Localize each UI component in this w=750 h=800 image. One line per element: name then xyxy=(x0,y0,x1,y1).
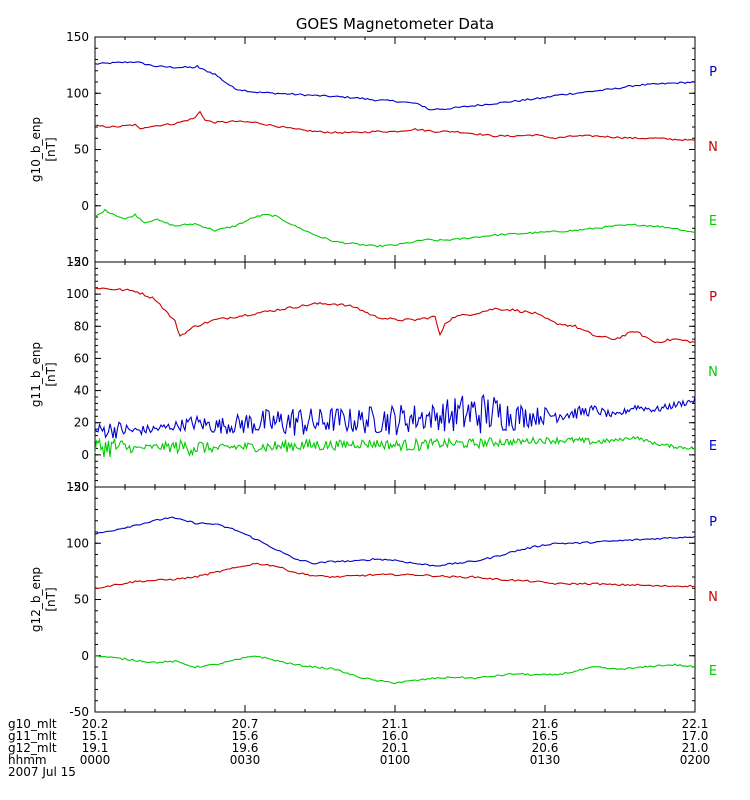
footer-value: 15.1 xyxy=(82,729,109,743)
legend-P: P xyxy=(709,65,717,80)
legend-E: E xyxy=(709,439,717,454)
series-line-N xyxy=(94,435,696,458)
footer-value: 0100 xyxy=(380,753,411,767)
legend-P: P xyxy=(709,290,717,305)
panel-3: -50 0 50 100 150 g12_b_enp [nT] P N E xyxy=(29,480,718,719)
y-tick-label: 50 xyxy=(74,143,89,157)
footer-value: 22.1 xyxy=(682,717,709,731)
series-line-N xyxy=(94,110,696,142)
footer-value: 20.2 xyxy=(82,717,109,731)
legend-E: E xyxy=(709,214,717,229)
y-tick-label: -50 xyxy=(69,255,89,269)
footer-value: 0200 xyxy=(680,753,711,767)
series-line-P xyxy=(94,516,696,567)
footer-value: 0130 xyxy=(530,753,561,767)
footer-value: 17.0 xyxy=(682,729,709,743)
y-tick-label: 80 xyxy=(74,319,89,333)
y-tick-label: 100 xyxy=(66,86,89,100)
footer-date: 2007 Jul 15 xyxy=(8,765,76,779)
y-axis-label: g11_b_enp xyxy=(29,342,43,407)
y-axis-label: g12_b_enp xyxy=(29,567,43,632)
legend-P: P xyxy=(709,515,717,530)
legend-E: E xyxy=(709,664,717,679)
y-axis-unit: [nT] xyxy=(44,362,58,386)
series-line-P xyxy=(94,61,696,111)
footer-row-label: g10_mlt xyxy=(8,717,57,731)
y-tick-label: 120 xyxy=(66,255,89,269)
y-tick-label: 100 xyxy=(66,287,89,301)
y-axis-unit: [nT] xyxy=(44,137,58,161)
y-tick-label: -50 xyxy=(69,705,89,719)
y-axis-unit: [nT] xyxy=(44,587,58,611)
y-axis-label: g10_b_enp xyxy=(29,117,43,182)
y-tick-label: 150 xyxy=(66,480,89,494)
chart-title: GOES Magnetometer Data xyxy=(296,15,494,33)
y-tick-label: 100 xyxy=(66,536,89,550)
legend-N: N xyxy=(708,590,718,605)
y-tick-label: 60 xyxy=(74,351,89,365)
y-tick-label: 20 xyxy=(74,416,89,430)
y-tick-label: 0 xyxy=(81,448,89,462)
series-line-E xyxy=(94,393,696,439)
panel-frame xyxy=(94,36,696,263)
y-tick-label: -20 xyxy=(69,480,89,494)
series-line-N xyxy=(94,562,696,590)
footer-value: 16.0 xyxy=(382,729,409,743)
footer-value: 21.0 xyxy=(682,741,709,755)
footer-row-label: g12_mlt xyxy=(8,741,57,755)
time-axis-footer: g10_mlt 20.2 20.7 21.1 21.6 22.1 g11_mlt 15.1 15… xyxy=(8,717,710,779)
y-tick-label: 0 xyxy=(81,199,89,213)
panel-1: -50 0 50 100 150 g10_b_enp [nT] P N E xyxy=(29,30,718,269)
footer-value: 0000 xyxy=(80,753,111,767)
footer-row-label: g11_mlt xyxy=(8,729,57,743)
series-line-E xyxy=(94,208,696,248)
y-tick-label: 40 xyxy=(74,384,89,398)
footer-value: 19.1 xyxy=(82,741,109,755)
legend-N: N xyxy=(708,140,718,155)
footer-value: 15.6 xyxy=(232,729,259,743)
panel-2: -20 0 20 40 60 80 100 120 g11_b_enp [nT] P N E xyxy=(29,255,718,494)
y-tick-label: 0 xyxy=(81,649,89,663)
series-line-E xyxy=(94,654,696,685)
footer-row-label: hhmm xyxy=(8,753,47,767)
series-line-P xyxy=(94,287,696,344)
y-tick-label: 150 xyxy=(66,30,89,44)
footer-value: 21.6 xyxy=(532,717,559,731)
footer-value: 16.5 xyxy=(532,729,559,743)
footer-value: 20.7 xyxy=(232,717,259,731)
footer-value: 0030 xyxy=(230,753,261,767)
panel-frame xyxy=(94,261,696,488)
footer-value: 20.6 xyxy=(532,741,559,755)
y-tick-label: 50 xyxy=(74,593,89,607)
footer-value: 19.6 xyxy=(232,741,259,755)
footer-value: 21.1 xyxy=(382,717,409,731)
legend-N: N xyxy=(708,365,718,380)
footer-value: 20.1 xyxy=(382,741,409,755)
